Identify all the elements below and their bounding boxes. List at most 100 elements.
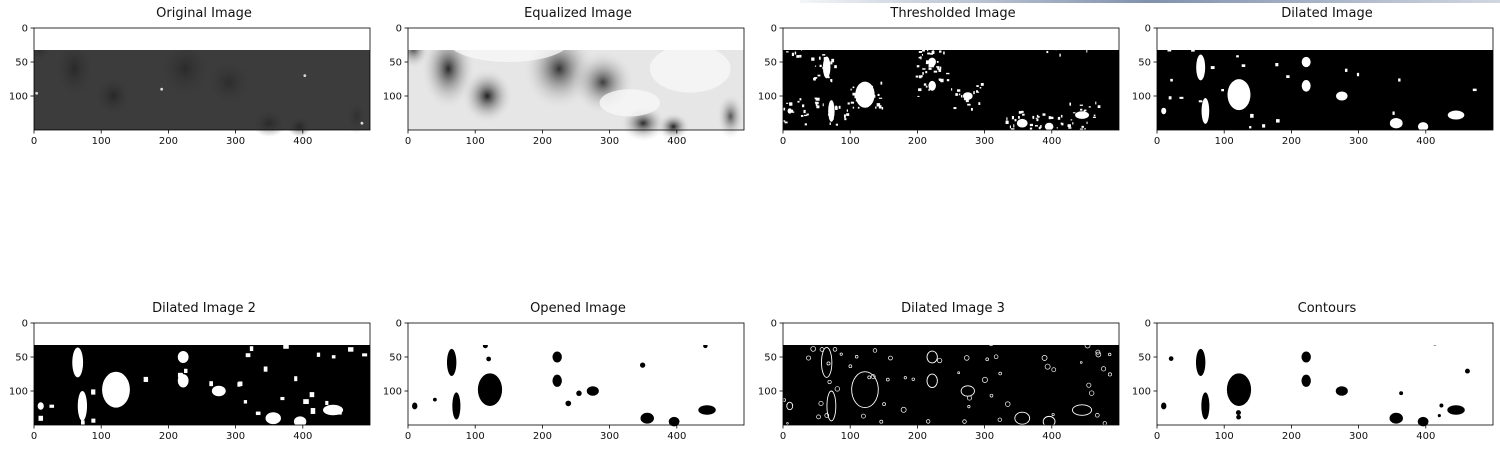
edge-fragment — [903, 376, 907, 380]
noise-pixel — [1396, 43, 1399, 46]
edge-fragment — [1107, 372, 1112, 377]
noise-pixel — [960, 95, 963, 98]
edge-fragment — [1094, 328, 1098, 332]
noise-pixel — [921, 53, 924, 56]
opened-mask-icon — [408, 345, 744, 427]
noise-pixel — [813, 77, 818, 79]
noise-pixel — [865, 104, 868, 108]
noise-pixel — [1046, 37, 1048, 40]
noise-pixel — [979, 87, 982, 89]
noise-pixel — [939, 66, 942, 70]
noise-pixel — [792, 33, 795, 36]
edge-fragment — [962, 419, 967, 424]
edge-fragment — [837, 333, 841, 337]
small-blob — [1235, 410, 1241, 416]
noise-pixel — [860, 97, 864, 100]
edge-outline — [821, 347, 833, 378]
image-background — [408, 345, 744, 425]
noise-pixel — [846, 113, 850, 116]
noise-pixel — [835, 123, 839, 126]
noise-pixel — [827, 76, 830, 79]
small-blob — [639, 362, 646, 368]
noise-pixel — [822, 103, 824, 107]
noise-pixel — [818, 56, 821, 60]
noise-pixel — [1029, 123, 1034, 127]
noise-pixel — [263, 366, 268, 372]
noise-pixel — [1079, 104, 1084, 106]
y-tick-label: 50 — [764, 353, 777, 364]
noise-pixel — [927, 50, 929, 52]
x-tick-label: 300 — [226, 136, 245, 147]
noise-pixel — [1092, 116, 1097, 118]
edge-fragment — [1009, 335, 1013, 339]
noise-pixel — [830, 61, 833, 65]
grayscale-photo-icon — [34, 50, 370, 137]
noise-pixel — [877, 93, 880, 96]
y-tick-label: 100 — [383, 92, 402, 103]
noise-pixel — [875, 106, 877, 109]
noise-pixel — [1005, 120, 1009, 125]
noise-pixel — [955, 93, 958, 96]
equalized-photo-icon — [408, 50, 744, 142]
noise-pixel — [927, 52, 931, 55]
edge-fragment — [1084, 345, 1091, 349]
noise-pixel — [831, 117, 834, 120]
noise-pixel — [1476, 33, 1479, 37]
dark-region — [158, 50, 213, 100]
foreground-blob — [1089, 33, 1098, 38]
noise-pixel — [1356, 72, 1360, 77]
small-blob — [432, 397, 437, 402]
edge-fragment — [867, 375, 872, 380]
noise-pixel — [1083, 109, 1086, 114]
foreground-blob — [1075, 111, 1090, 119]
edge-fragment — [1079, 361, 1083, 364]
y-tick-label: 50 — [1138, 353, 1151, 364]
axes-frame — [782, 27, 1120, 131]
dark-region — [94, 75, 133, 117]
edge-fragment — [819, 347, 825, 352]
noise-pixel — [177, 372, 183, 378]
y-tick-label: 100 — [758, 387, 777, 398]
noise-pixel — [923, 83, 927, 86]
foreground-blob — [1389, 412, 1403, 424]
noise-pixel — [866, 91, 870, 93]
noise-pixel — [38, 415, 44, 421]
noise-pixel — [943, 51, 945, 55]
noise-pixel — [49, 404, 55, 408]
dark-region — [461, 68, 513, 124]
noise-pixel — [801, 50, 803, 51]
x-tick-label: 0 — [405, 136, 411, 147]
bright-region — [599, 89, 660, 117]
foreground-blob — [72, 347, 84, 378]
noise-pixel — [881, 106, 884, 110]
noise-pixel — [916, 65, 920, 68]
noise-pixel — [91, 389, 96, 395]
foreground-blob — [1301, 56, 1311, 68]
edge-fragment — [836, 331, 838, 333]
x-tick-label: 200 — [533, 431, 552, 442]
panel-equalized-image: Equalized Image 0 100 200 300 400 0 50 100 — [383, 6, 758, 166]
noise-pixel — [1041, 39, 1044, 42]
foreground-blob — [640, 412, 654, 424]
noise-pixel — [1084, 109, 1087, 112]
edge-fragment — [865, 331, 867, 333]
panel-title: Opened Image — [530, 301, 626, 316]
foreground-blob — [1462, 33, 1472, 39]
noise-pixel — [847, 102, 850, 105]
noise-pixel — [928, 67, 932, 70]
noise-pixel — [925, 71, 928, 74]
edge-outline — [1014, 411, 1031, 425]
small-blob — [1437, 414, 1441, 418]
foreground-blob — [293, 416, 307, 427]
noise-pixel — [1472, 88, 1477, 92]
panel-opened-image: Opened Image 0 100 200 300 400 0 50 100 — [383, 301, 758, 461]
noise-pixel — [1047, 38, 1050, 41]
noise-pixel — [1089, 43, 1092, 45]
foreground-blob — [77, 391, 88, 421]
image-axes: 0 100 200 300 400 0 50 100 — [758, 24, 1120, 147]
noise-pixel — [976, 85, 979, 87]
edge-outline — [826, 390, 837, 422]
foreground-blob — [1226, 373, 1252, 406]
y-tick-label: 0 — [1145, 319, 1151, 330]
edge-outline — [1042, 415, 1056, 428]
